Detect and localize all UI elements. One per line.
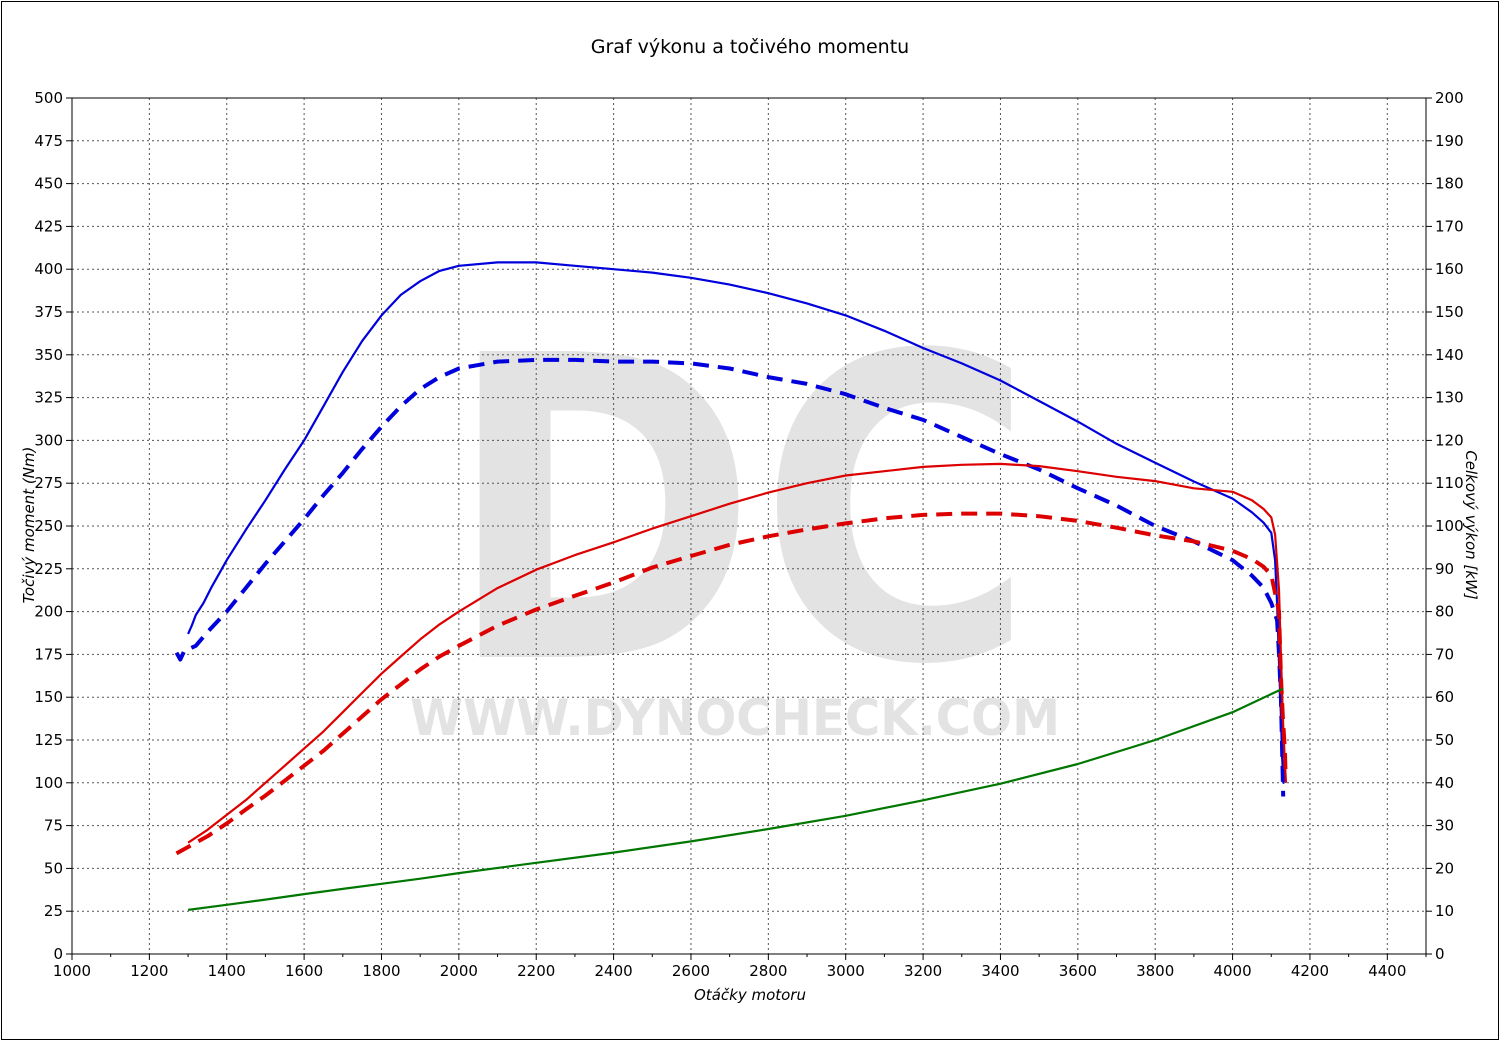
y-right-tick-label: 80 <box>1435 603 1454 621</box>
series-line-2 <box>174 357 1286 797</box>
y-right-tick-label: 190 <box>1435 132 1464 150</box>
y-right-tick-label: 90 <box>1435 560 1454 578</box>
y-left-tick-label: 175 <box>34 645 63 663</box>
y-right-tick-label: 110 <box>1435 474 1464 492</box>
x-axis-label: Otáčky motoru <box>694 986 806 1004</box>
y-right-tick-label: 70 <box>1435 645 1454 663</box>
y-right-tick-label: 20 <box>1435 859 1454 877</box>
x-tick-label: 2200 <box>517 962 555 980</box>
y-left-tick-label: 325 <box>34 389 63 407</box>
y-right-tick-label: 180 <box>1435 175 1464 193</box>
x-tick-label: 2400 <box>595 962 633 980</box>
series-line-3 <box>187 462 1288 844</box>
y-left-tick-label: 350 <box>34 346 63 364</box>
series-line-4 <box>175 511 1288 856</box>
x-tick-label: 3400 <box>981 962 1019 980</box>
watermark-url: WWW.DYNOCHECK.COM <box>410 689 1060 747</box>
y-left-tick-label: 0 <box>53 945 63 963</box>
y-left-tick-label: 75 <box>44 817 63 835</box>
ticks: 1000 1200 1400 1600 1800 2000 2200 2400 2600 2800… <box>34 89 1463 980</box>
y-axis-label-left: Točivý moment (Nm) <box>20 447 38 604</box>
x-tick-label: 3000 <box>827 962 865 980</box>
y-left-tick-label: 50 <box>44 859 63 877</box>
y-right-tick-label: 0 <box>1435 945 1445 963</box>
y-right-tick-label: 160 <box>1435 260 1464 278</box>
x-tick-label: 1400 <box>208 962 246 980</box>
y-left-tick-label: 25 <box>44 902 63 920</box>
y-right-tick-label: 150 <box>1435 303 1464 321</box>
x-tick-label: 4000 <box>1213 962 1251 980</box>
y-right-tick-label: 30 <box>1435 817 1454 835</box>
y-left-tick-label: 400 <box>34 260 63 278</box>
x-tick-label: 1200 <box>130 962 168 980</box>
y-right-tick-label: 170 <box>1435 217 1464 235</box>
y-left-tick-label: 100 <box>34 774 63 792</box>
y-right-tick-label: 100 <box>1435 517 1464 535</box>
x-tick-label: 4200 <box>1291 962 1329 980</box>
y-left-tick-label: 300 <box>34 431 63 449</box>
y-left-tick-label: 425 <box>34 217 63 235</box>
x-tick-label: 2000 <box>440 962 478 980</box>
y-left-tick-label: 500 <box>34 89 63 107</box>
y-right-tick-label: 140 <box>1435 346 1464 364</box>
x-tick-label: 1600 <box>285 962 323 980</box>
y-right-tick-label: 200 <box>1435 89 1464 107</box>
series-line-1 <box>187 261 1286 784</box>
y-right-tick-label: 10 <box>1435 902 1454 920</box>
x-tick-label: 2800 <box>749 962 787 980</box>
y-right-tick-label: 60 <box>1435 688 1454 706</box>
y-axis-label-right: Celkový výkon [kW] <box>1462 450 1480 600</box>
x-tick-label: 3200 <box>904 962 942 980</box>
chart-title: Graf výkonu a točivého momentu <box>591 36 909 58</box>
series-group <box>174 261 1288 911</box>
y-left-tick-label: 250 <box>34 517 63 535</box>
series-line-5 <box>187 687 1284 911</box>
grid <box>72 98 1426 954</box>
x-tick-label: 3800 <box>1136 962 1174 980</box>
y-left-tick-label: 375 <box>34 303 63 321</box>
x-tick-label: 3600 <box>1059 962 1097 980</box>
y-right-tick-label: 130 <box>1435 389 1464 407</box>
y-left-tick-label: 200 <box>34 603 63 621</box>
y-right-tick-label: 120 <box>1435 431 1464 449</box>
y-left-tick-label: 125 <box>34 731 63 749</box>
y-left-tick-label: 150 <box>34 688 63 706</box>
y-right-tick-label: 40 <box>1435 774 1454 792</box>
y-right-tick-label: 50 <box>1435 731 1454 749</box>
y-left-tick-label: 225 <box>34 560 63 578</box>
y-left-tick-label: 275 <box>34 474 63 492</box>
y-left-tick-label: 475 <box>34 132 63 150</box>
x-tick-label: 2600 <box>672 962 710 980</box>
x-tick-label: 1800 <box>362 962 400 980</box>
x-tick-label: 4400 <box>1368 962 1406 980</box>
x-tick-label: 1000 <box>53 962 91 980</box>
y-left-tick-label: 450 <box>34 175 63 193</box>
